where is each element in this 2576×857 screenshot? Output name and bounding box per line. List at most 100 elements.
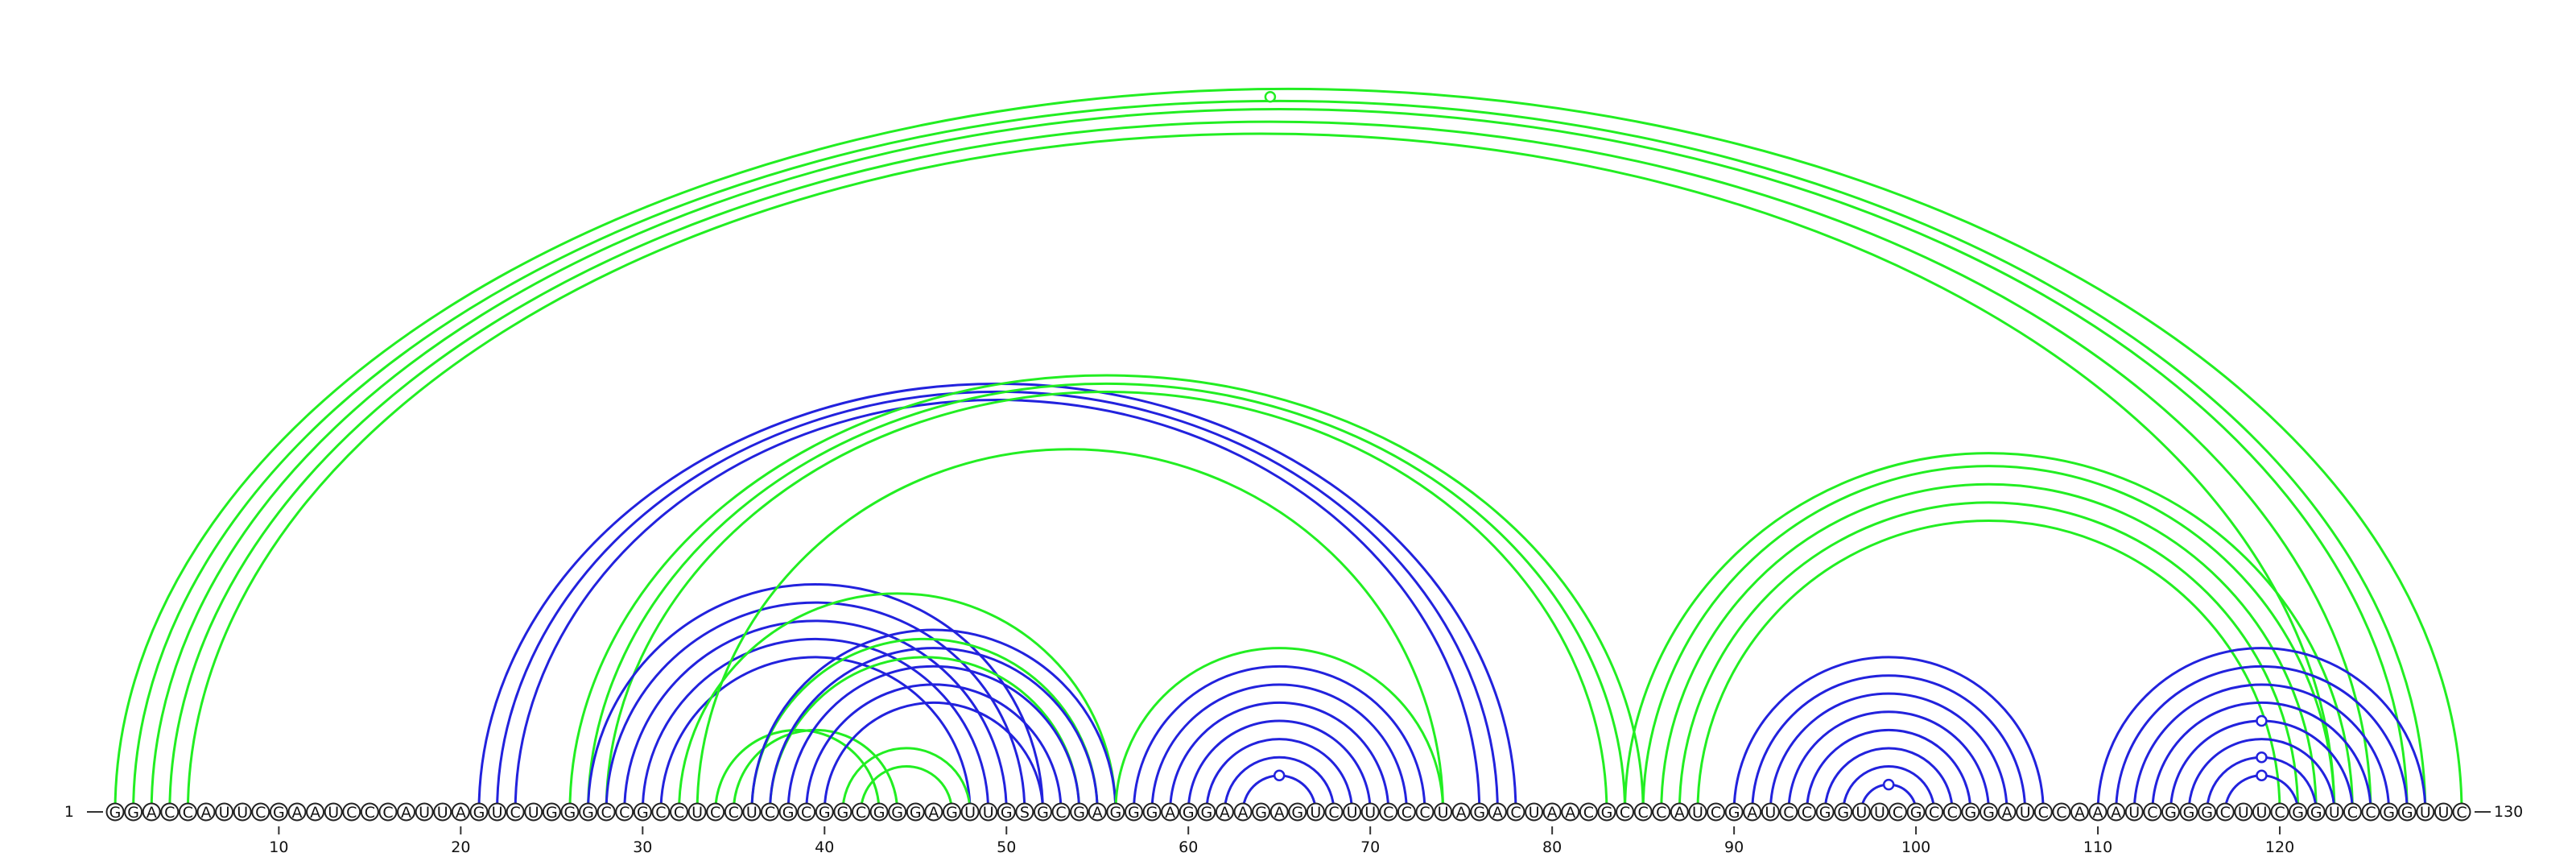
nucleotide: G [942, 802, 961, 822]
nucleotide-circle [851, 802, 870, 822]
nucleotide-letter: C [856, 804, 866, 822]
nucleotide-letter: U [1364, 804, 1376, 822]
nucleotide-letter: G [1109, 804, 1121, 822]
nucleotide-letter: C [2056, 804, 2066, 822]
nucleotide-letter: C [801, 804, 811, 822]
nucleotide-letter: C [1783, 804, 1794, 822]
nucleotide-circle [1834, 802, 1853, 822]
nucleotide-letter: G [109, 804, 122, 822]
nucleotide-letter: A [2002, 804, 2013, 822]
nucleotide-letter: C [1510, 804, 1521, 822]
nucleotide-letter: G [873, 804, 886, 822]
nucleotide-letter: U [328, 804, 339, 822]
base-pair-arc [1806, 729, 1972, 813]
nucleotide-letter: C [601, 804, 611, 822]
nucleotide: C [1415, 802, 1435, 822]
nucleotide-letter: A [1274, 804, 1285, 822]
nucleotide: G [2179, 802, 2198, 822]
nucleotide-circle [2452, 802, 2471, 822]
nucleotide: C [360, 802, 379, 822]
base-pair-arc [678, 592, 1117, 813]
base-pair-arc [623, 619, 1008, 813]
nucleotide-circle [251, 802, 270, 822]
nucleotide: G [1070, 802, 1089, 822]
nucleotide-circle [979, 802, 998, 822]
nucleotide-circle [2380, 802, 2399, 822]
nucleotide-letter: U [983, 804, 994, 822]
tick-label: 50 [997, 838, 1016, 856]
nucleotide-circle [670, 802, 689, 822]
nucleotide-letter: G [1819, 804, 1831, 822]
base-pair-arc [1751, 674, 2027, 813]
base-pair-arc [1732, 656, 2045, 813]
nucleotide: C [797, 802, 816, 822]
nucleotide-circle [2361, 802, 2380, 822]
base-pair-arc [2132, 684, 2391, 813]
nucleotide-circle [215, 802, 234, 822]
nucleotide: A [2088, 802, 2107, 822]
nucleotide: C [1051, 802, 1071, 822]
nucleotide-letter: G [1073, 804, 1085, 822]
nucleotide-circle [378, 802, 398, 822]
nucleotide-circle [2434, 802, 2453, 822]
nucleotide: C [2143, 802, 2162, 822]
nucleotide-circle [1379, 802, 1398, 822]
nucleotide-circle [1269, 802, 1289, 822]
nucleotide-circle [542, 802, 561, 822]
nucleotide-letter: A [2111, 804, 2121, 822]
nucleotide-letter: C [164, 804, 175, 822]
nucleotide: C [2343, 802, 2362, 822]
base-pair-arc [2187, 738, 2336, 813]
nucleotide-circle [415, 802, 434, 822]
nucleotide: C [1633, 802, 1653, 822]
tick-label: 30 [633, 838, 652, 856]
nucleotide-circle [2107, 802, 2126, 822]
base-pair-arc [1769, 692, 2008, 813]
nucleotide-letter: C [1711, 804, 1721, 822]
nucleotide-letter: G [273, 804, 285, 822]
nucleotide: C [1579, 802, 1598, 822]
nucleotide-letter: C [1419, 804, 1430, 822]
nucleotide-circle [1197, 802, 1216, 822]
nucleotide-circle [1561, 802, 1580, 822]
base-pair-arc [1842, 765, 1936, 813]
nucleotide-circle [1707, 802, 1726, 822]
nucleotide: A [1269, 802, 1289, 822]
nucleotide-letter: A [1220, 804, 1230, 822]
tick-label: 80 [1542, 838, 1562, 856]
nucleotide-circle [2033, 802, 2053, 822]
nucleotide: G [1288, 802, 1307, 822]
nucleotide-letter: G [2201, 804, 2213, 822]
nucleotide: G [1979, 802, 1998, 822]
nucleotide: C [851, 802, 870, 822]
nucleotide-circle [579, 802, 598, 822]
base-pair-arc [114, 87, 2463, 813]
nucleotide-circle [1633, 802, 1653, 822]
nucleotide-circle [1652, 802, 1671, 822]
nucleotide: C [2052, 802, 2071, 822]
nucleotide-circle [815, 802, 834, 822]
nucleotide-letter: G [1291, 804, 1303, 822]
nucleotide-circle [1597, 802, 1616, 822]
nucleotide-circle [760, 802, 779, 822]
nucleotide-circle [833, 802, 852, 822]
nucleotide: C [506, 802, 525, 822]
nucleotide-letter: G [1837, 804, 1849, 822]
nucleotide-circle [924, 802, 943, 822]
nucleotide: C [2361, 802, 2380, 822]
nucleotide-letter: C [2456, 804, 2467, 822]
nucleotide-letter: G [891, 804, 903, 822]
nucleotide: G [124, 802, 143, 822]
nucleotide-circle [1142, 802, 1162, 822]
nucleotide: U [687, 802, 707, 822]
nucleotide-letter: C [2347, 804, 2358, 822]
nucleotide-letter: C [255, 804, 266, 822]
nucleotide-letter: U [2128, 804, 2140, 822]
nucleotide-circle [1670, 802, 1689, 822]
arc-apex-marker [1273, 769, 1286, 782]
nucleotide: U [1434, 802, 1453, 822]
base-pair-arc [732, 728, 899, 813]
nucleotide-circle [1579, 802, 1598, 822]
nucleotide-letter: C [729, 804, 739, 822]
nucleotide-circle [1324, 802, 1344, 822]
